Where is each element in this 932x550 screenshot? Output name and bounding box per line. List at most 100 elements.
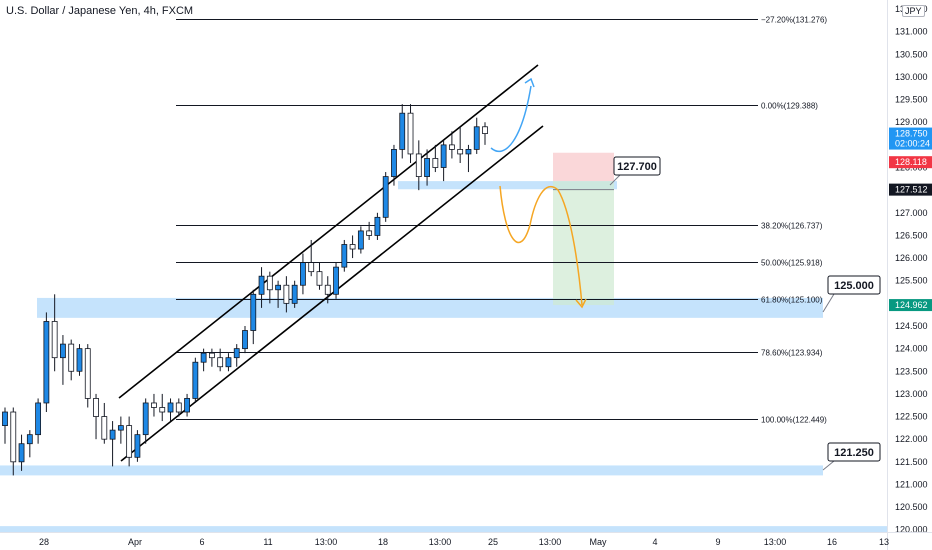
fib-label-2: 38.20%(126.737) (761, 222, 823, 231)
fib-label-4: 61.80%(125.100) (761, 296, 823, 305)
candle-body-50 (415, 153, 422, 177)
candle-body-41 (341, 244, 348, 268)
zones-layer (0, 181, 887, 533)
candle-body-16 (134, 434, 141, 458)
candle-body-54 (448, 144, 455, 150)
candle-body-29 (242, 330, 248, 350)
candle-body-58 (482, 126, 488, 134)
candle-body-4 (35, 402, 42, 436)
callout-box-1 (827, 442, 881, 462)
zone-0 (37, 297, 823, 318)
channel-lower (120, 125, 544, 462)
candle-body-55 (457, 149, 464, 155)
callout-leader-2 (609, 174, 621, 186)
candle-body-14 (117, 425, 124, 431)
callout-label-0: 125.000 (834, 280, 874, 292)
candle-body-15 (126, 425, 133, 458)
candle-body-7 (60, 343, 66, 359)
time-tick-7: 25 (488, 537, 498, 547)
candle-body-3 (26, 434, 33, 445)
candle-body-43 (357, 230, 364, 250)
candle-body-17 (142, 402, 149, 436)
time-tick-8: 13:00 (539, 537, 562, 547)
price-channel[interactable] (118, 64, 544, 462)
projection-arrows[interactable] (490, 77, 587, 309)
candle-body-8 (68, 343, 75, 372)
blue-arrowhead (524, 77, 535, 88)
fib-retracement[interactable]: −27.20%(131.276) 0.00%(129.388) 38.20%(126… (176, 16, 827, 425)
blue-projection (490, 85, 532, 153)
price-tick-11: 125.500 (895, 276, 928, 286)
time-tick-13: 16 (827, 537, 837, 547)
candle-body-31 (258, 275, 265, 295)
candle-body-12 (101, 416, 108, 440)
candle-body-35 (291, 284, 298, 304)
callout-label-1: 121.250 (834, 447, 874, 459)
time-tick-5: 18 (378, 537, 388, 547)
fib-label-1: 0.00%(129.388) (761, 102, 818, 111)
time-tick-14: 13 (879, 537, 889, 547)
callout-label-2: 127.700 (617, 161, 657, 173)
fib-label-0: −27.20%(131.276) (761, 16, 827, 25)
candle-body-30 (250, 293, 257, 331)
currency-badge[interactable]: JPY (902, 5, 925, 17)
price-tick-12: 126.000 (895, 253, 928, 263)
time-tick-11: 9 (715, 537, 720, 547)
zone-3 (0, 526, 887, 533)
candle-body-33 (275, 284, 282, 291)
zone-labels-layer: 125.000 121.250 127.700 (609, 156, 881, 471)
time-tick-0: 28 (39, 537, 49, 547)
candle-body-53 (440, 144, 447, 168)
price-badge-text-1: 128.118 (895, 157, 927, 167)
candle-body-5 (43, 321, 50, 404)
callout-leader-0 (822, 293, 835, 313)
callout-box-0 (827, 275, 881, 295)
price-tick-22: 131.000 (895, 27, 928, 37)
time-tick-2: 6 (199, 537, 204, 547)
price-tick-21: 130.500 (895, 49, 928, 59)
candle-body-19 (159, 407, 166, 413)
candle-body-38 (316, 271, 323, 286)
position-tool[interactable] (553, 152, 614, 306)
candle-body-20 (167, 402, 174, 413)
time-tick-6: 13:00 (429, 537, 452, 547)
time-axis[interactable]: 28 Apr 6 11 13:00 18 13:00 25 13:00 May 4 9 13:00 16 1… (0, 532, 932, 548)
candle-body-56 (465, 149, 472, 155)
candle-body-23 (192, 361, 199, 399)
candle-body-37 (308, 262, 315, 273)
price-axis[interactable]: 120.000 120.500 121.000 121.500 122.000 122.5… (887, 0, 928, 550)
price-badge-text-2: 127.512 (895, 185, 928, 195)
price-badge-3 (889, 299, 932, 312)
price-tick-8: 124.000 (895, 344, 928, 354)
candle-body-39 (324, 284, 331, 295)
price-tick-1: 120.500 (895, 502, 928, 512)
candle-body-21 (175, 402, 182, 413)
price-badge-subtext-0: 02:00:24 (895, 139, 930, 149)
candle-body-36 (300, 262, 306, 286)
callout-leader-1 (822, 460, 835, 471)
price-badge-text-3: 124.962 (895, 300, 928, 310)
candle-body-57 (473, 126, 480, 150)
candle-body-24 (200, 352, 207, 363)
orange-arrowhead (575, 298, 587, 309)
price-tick-4: 122.000 (895, 434, 928, 444)
candle-body-32 (266, 275, 273, 291)
position-risk (553, 152, 614, 182)
candle-body-46 (382, 176, 389, 218)
price-tick-3: 121.500 (895, 457, 928, 467)
price-tick-19: 129.500 (895, 95, 928, 105)
price-tick-6: 123.000 (895, 389, 928, 399)
candle-body-42 (349, 244, 356, 250)
candle-body-28 (233, 348, 240, 359)
symbol-title: U.S. Dollar / Japanese Yen, 4h, FXCM (6, 5, 194, 17)
fib-label-6: 100.00%(122.449) (761, 416, 827, 425)
candle-body-48 (399, 112, 406, 150)
candle-body-13 (109, 429, 116, 440)
price-tick-18: 129.000 (895, 117, 928, 127)
candle-body-27 (225, 357, 232, 368)
time-tick-10: 4 (652, 537, 657, 547)
candle-body-45 (374, 216, 381, 236)
candle-body-2 (18, 443, 25, 463)
